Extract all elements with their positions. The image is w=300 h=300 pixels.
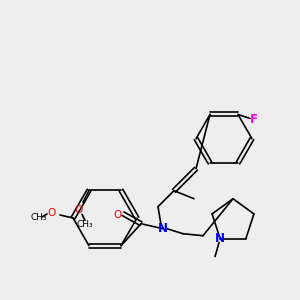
- Text: CH₃: CH₃: [77, 220, 93, 229]
- Text: N: N: [158, 222, 168, 235]
- Text: CH₃: CH₃: [31, 214, 47, 223]
- Text: O: O: [113, 210, 121, 220]
- Text: O: O: [75, 205, 83, 215]
- Text: O: O: [47, 208, 55, 218]
- Text: F: F: [250, 113, 258, 126]
- Text: N: N: [215, 232, 225, 245]
